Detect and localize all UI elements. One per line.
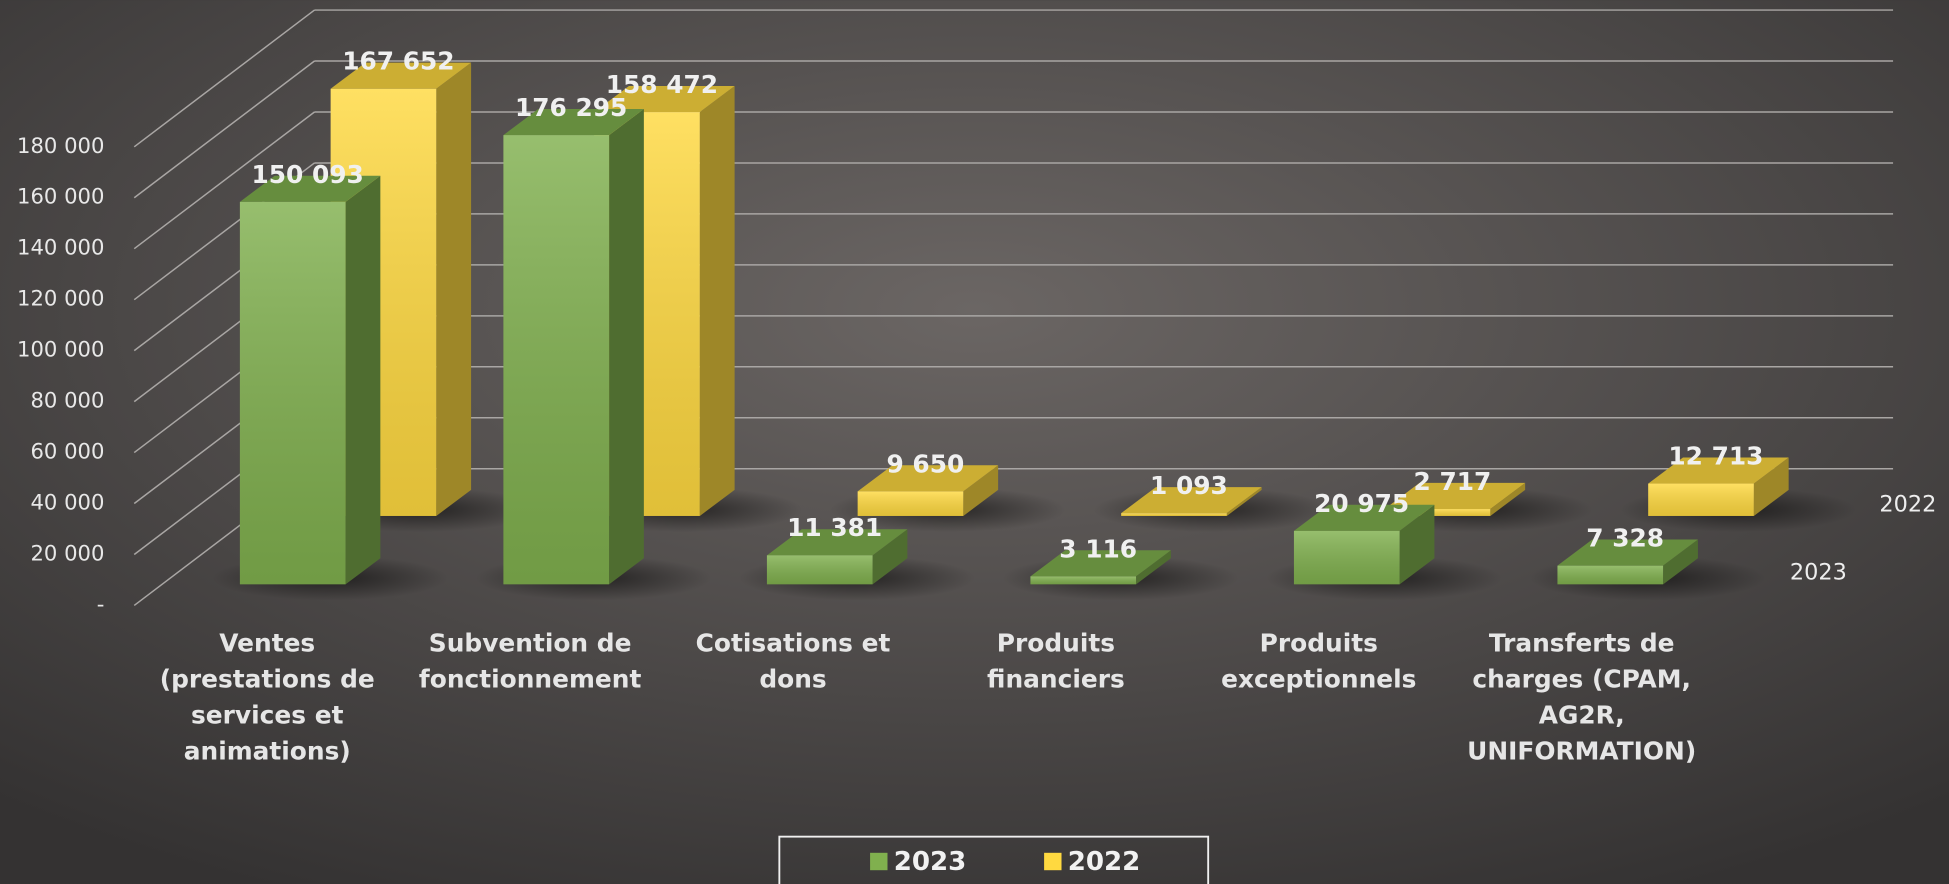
x-tick-label: Subvention de fonctionnement (418, 627, 642, 694)
y-tick-label: 100 000 (17, 337, 104, 362)
bar-top (1384, 482, 1526, 510)
y-tick-label: 180 000 (17, 133, 104, 158)
bar-top (503, 108, 644, 136)
bar-side (345, 175, 381, 585)
bar-top (239, 175, 381, 202)
bar-top (1293, 504, 1435, 531)
x-tick-label: Ventes (prestations de services et anima… (159, 627, 375, 766)
x-tick-label: Produits financiers (987, 627, 1125, 694)
labels: - 20 000 40 000 60 000 80 000 100 000 120 000 1… (17, 47, 1936, 878)
y-tick-label: 80 000 (30, 388, 104, 413)
bar-side (1136, 550, 1171, 585)
value-label: 158 472 (606, 70, 718, 99)
bar-shine (1384, 509, 1491, 516)
bar-side (699, 86, 735, 516)
category-label-box: Subvention de fonctionnement (418, 627, 642, 694)
value-label: 176 295 (515, 93, 627, 122)
legend-label: 2022 (1068, 847, 1141, 877)
y-tick-label: 60 000 (30, 439, 104, 464)
y-tick-label: 120 000 (17, 286, 104, 311)
category-label-box: Produits exceptionnels (1221, 627, 1417, 694)
value-label: 9 650 (887, 449, 965, 478)
depth-label: 2022 (1879, 491, 1936, 517)
bar-top (594, 86, 735, 113)
bar-shine (857, 491, 964, 516)
bar-shine (1030, 576, 1137, 585)
value-label: 1 093 (1150, 471, 1228, 500)
bar-shine (766, 555, 873, 585)
bar-side (1399, 504, 1435, 585)
category-label-box: Produits financiers (987, 627, 1125, 694)
bar-side (436, 62, 472, 516)
category-label-box: Transferts de charges (CPAM, AG2R, UNIFO… (1467, 627, 1697, 766)
value-label: 2 717 (1414, 467, 1492, 496)
grid-line-side (133, 111, 315, 250)
bar-top (1648, 457, 1789, 484)
y-tick-label: 140 000 (17, 235, 104, 260)
value-label: 7 328 (1586, 524, 1664, 553)
bar-shine (1121, 513, 1227, 516)
bar-shine (1293, 530, 1400, 585)
grid-line-side (133, 60, 315, 199)
bar-top (1030, 550, 1171, 577)
legend-swatch (870, 852, 888, 871)
bar-side (963, 465, 999, 516)
grid-line-side (133, 9, 315, 148)
bar-shine (1557, 565, 1664, 585)
x-tick-label: Transferts de charges (CPAM, AG2R, UNIFO… (1467, 627, 1697, 766)
bar-side (872, 529, 908, 585)
y-tick-label: 20 000 (30, 540, 104, 565)
x-tick-label: Cotisations et dons (695, 627, 891, 694)
bar-top (1557, 539, 1698, 566)
bar-side (1226, 487, 1262, 516)
x-tick-label: Produits exceptionnels (1221, 627, 1417, 694)
bar-top (330, 62, 472, 89)
bar-top (1121, 487, 1262, 514)
y-tick-label: - (97, 591, 105, 616)
bar-side (1753, 457, 1789, 516)
bar-top (857, 465, 999, 492)
bar-side (1663, 539, 1698, 585)
legend-box (778, 835, 1210, 884)
bar-shine (239, 201, 346, 585)
bar-side (1490, 482, 1526, 516)
value-label: 20 975 (1314, 489, 1409, 518)
y-tick-label: 160 000 (17, 184, 104, 209)
bar-side (609, 108, 644, 585)
value-label: 11 381 (787, 513, 882, 542)
bar-shine (503, 135, 610, 585)
value-label: 3 116 (1059, 534, 1137, 563)
value-label: 167 652 (342, 47, 454, 76)
bars (211, 62, 1857, 601)
bar-shine (1648, 483, 1754, 516)
legend-label: 2023 (894, 847, 967, 877)
y-tick-label: 40 000 (30, 490, 104, 515)
depth-label: 2023 (1790, 560, 1847, 586)
bar-top (766, 529, 908, 556)
category-label-box: Ventes (prestations de services et anima… (159, 627, 375, 766)
value-label: 150 093 (251, 160, 363, 189)
category-label-box: Cotisations et dons (695, 627, 891, 694)
legend-swatch (1044, 852, 1062, 871)
value-label: 12 713 (1668, 441, 1763, 470)
